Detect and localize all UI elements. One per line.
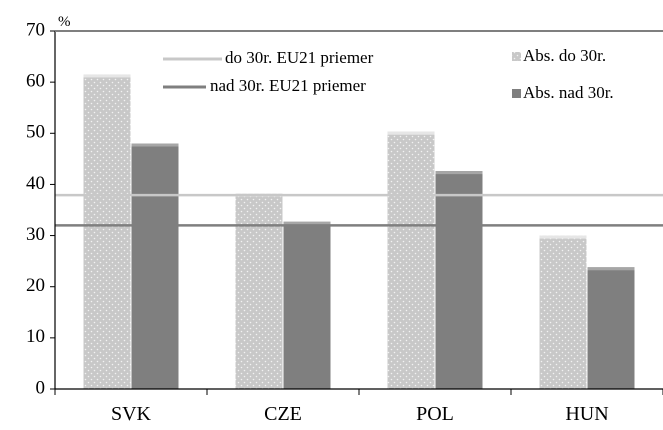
legend-series: Abs. do 30r. Abs. nad 30r. [512,46,614,102]
bar-top-abs-do-30r-svk [83,74,131,78]
legend-series-do-30r-label: Abs. do 30r. [523,46,606,65]
legend-series-nad-30r-label: Abs. nad 30r. [523,83,614,102]
bar-abs-do-30r-hun [539,235,587,389]
reference-lines-layer [55,193,663,227]
y-tick-label-40: 40 [26,173,45,194]
x-tick-label-pol: POL [416,403,454,425]
legend-series-do-30r-swatch [512,52,521,61]
y-tick-label-10: 10 [26,326,45,347]
bar-abs-do-30r-svk [83,74,131,389]
y-tick-label-0: 0 [36,377,46,398]
bar-top-abs-nad-30r-cze [283,221,331,225]
bar-top-abs-nad-30r-hun [587,267,635,271]
bar-abs-nad-30r-pol [435,171,483,389]
bar-top-abs-do-30r-hun [539,235,587,239]
legend-series-nad-30r-swatch [512,89,521,98]
bar-abs-do-30r-pol [387,131,435,389]
y-tick-label-30: 30 [26,224,45,245]
bar-abs-nad-30r-hun [587,267,635,389]
y-tick-label-60: 60 [26,71,45,92]
y-tick-label-50: 50 [26,122,45,143]
y-unit-label: % [58,14,71,30]
bar-abs-do-30r-cze [235,193,283,389]
x-tick-label-hun: HUN [565,403,608,425]
x-tick-label-cze: CZE [264,403,302,425]
x-tick-label-svk: SVK [111,403,152,425]
legend-line-nad-30r-label: nad 30r. EU21 priemer [210,76,366,95]
bars-layer [83,74,635,389]
bar-top-abs-nad-30r-svk [131,143,179,147]
bar-top-abs-nad-30r-pol [435,171,483,175]
y-tick-label-20: 20 [26,275,45,296]
axes: 0 10 20 30 40 50 60 70 SVK CZE POL HUN [26,19,663,425]
legend-reference-lines: do 30r. EU21 priemer nad 30r. EU21 priem… [163,48,374,95]
y-tick-label-70: 70 [26,19,45,40]
bar-top-abs-do-30r-pol [387,131,435,135]
bar-abs-nad-30r-cze [283,221,331,389]
legend-line-do-30r-label: do 30r. EU21 priemer [225,48,374,67]
bar-abs-nad-30r-svk [131,143,179,389]
